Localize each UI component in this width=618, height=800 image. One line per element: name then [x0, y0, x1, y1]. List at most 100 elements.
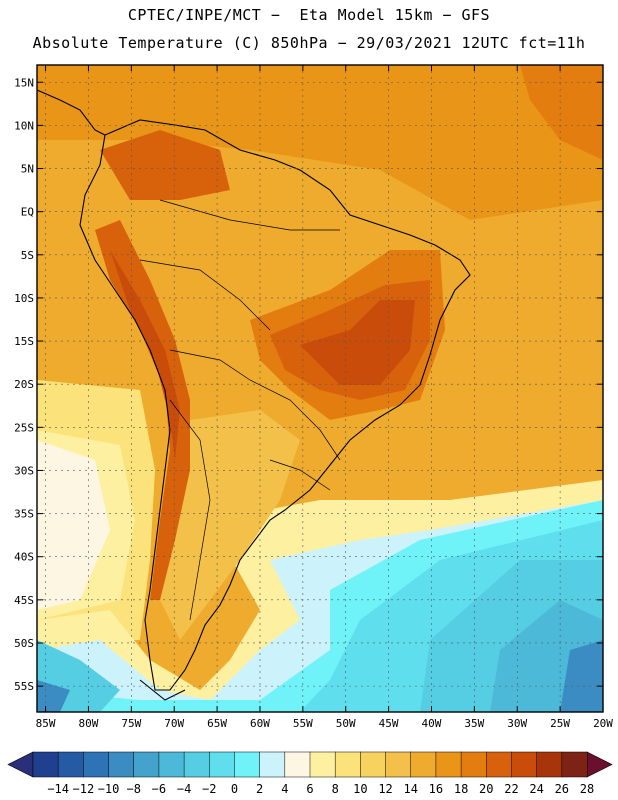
lon-label: 75W	[121, 717, 141, 730]
lat-label: 35S	[14, 508, 34, 521]
field-ne-warm	[520, 65, 603, 160]
lon-label: 85W	[36, 717, 56, 730]
colorbar-label: 2	[256, 782, 263, 796]
lon-label: 80W	[79, 717, 99, 730]
lon-label: 30W	[507, 717, 527, 730]
lon-label: 55W	[293, 717, 313, 730]
lat-label: 40S	[14, 551, 34, 564]
lon-label: 65W	[207, 717, 227, 730]
colorbar-label: 16	[429, 782, 443, 796]
coastline-layer	[37, 89, 471, 701]
colorbar-swatch	[234, 751, 261, 778]
field-layer	[37, 65, 603, 712]
lat-label: 10S	[14, 292, 34, 305]
colorbar-swatch	[183, 751, 210, 778]
colorbar-label: 20	[479, 782, 493, 796]
central-america-coastline	[37, 89, 106, 136]
lat-label: 20S	[14, 378, 34, 391]
lat-label: 10N	[14, 119, 34, 132]
colorbar-swatch	[209, 751, 236, 778]
colorbar-over-arrow	[586, 751, 613, 778]
colorbar-swatch	[284, 751, 311, 778]
lon-label: 35W	[464, 717, 484, 730]
lat-label: 30S	[14, 464, 34, 477]
colorbar-swatch	[385, 751, 412, 778]
lon-label: 40W	[422, 717, 442, 730]
field-brazil-hotter	[300, 300, 415, 385]
lat-label: 45S	[14, 594, 34, 607]
colorbar-label: −6	[152, 782, 166, 796]
colorbar-label: −2	[202, 782, 216, 796]
field-sw-blue2	[37, 680, 70, 712]
lat-label: 5N	[21, 163, 34, 176]
lat-label: 15N	[14, 76, 34, 89]
south-america-coastline	[79, 119, 471, 691]
border-layer	[139, 199, 341, 621]
border-peru-brazil	[139, 259, 271, 331]
field-andes-core	[110, 250, 180, 460]
colorbar-label: −10	[98, 782, 120, 796]
colorbar-swatch	[486, 751, 513, 778]
colorbar-label: 22	[504, 782, 518, 796]
lon-label: 70W	[164, 717, 184, 730]
field-s-blue3	[560, 640, 603, 712]
colorbar-swatch	[57, 751, 84, 778]
colorbar-swatch	[410, 751, 437, 778]
lat-label: 55S	[14, 680, 34, 693]
colorbar-label: 8	[332, 782, 339, 796]
chart-title-line2: Absolute Temperature (C) 850hPa − 29/03/…	[32, 34, 586, 52]
colorbar-label: 4	[281, 782, 288, 796]
field-argentina	[160, 410, 300, 640]
colorbar-label: 24	[529, 782, 543, 796]
colorbar-label: 0	[231, 782, 238, 796]
lon-label: 45W	[379, 717, 399, 730]
colorbar-label: 10	[353, 782, 367, 796]
colorbar-swatch	[83, 751, 110, 778]
lat-label: 5S	[21, 249, 34, 262]
lat-label: EQ	[21, 206, 34, 219]
field-sw-pale	[37, 440, 110, 610]
tierra-del-fuego-coastline	[139, 679, 186, 701]
field-north-land	[100, 130, 230, 200]
colorbar-under-arrow	[7, 751, 34, 778]
lon-label: 50W	[336, 717, 356, 730]
lat-label: 25S	[14, 421, 34, 434]
colorbar-swatch	[360, 751, 387, 778]
plot-frame	[36, 64, 604, 713]
colorbar-swatch	[460, 751, 487, 778]
colorbar-label: −8	[127, 782, 141, 796]
colorbar-swatch	[133, 751, 160, 778]
colorbar-label: −4	[177, 782, 191, 796]
lon-label: 25W	[550, 717, 570, 730]
lon-label: 60W	[250, 717, 270, 730]
axis-ticks: 15N 10N 5N EQ 5S 10S 15S 20S 25S 30S 35S 40S 45S 50S 5…	[14, 65, 613, 730]
chart-title-line1: CPTEC/INPE/MCT − Eta Model 15km − GFS	[127, 6, 491, 24]
lon-label: 20W	[593, 717, 613, 730]
colorbar-label: 26	[555, 782, 569, 796]
colorbar: −14 −12 −10 −8 −6 −4 −2 0 2 4 6 8 10 12 14 16 18 20 22 24 26…	[7, 751, 613, 796]
colorbar-swatch	[108, 751, 135, 778]
field-north-ocean	[37, 65, 603, 220]
colorbar-label: −12	[73, 782, 95, 796]
lat-label: 15S	[14, 335, 34, 348]
colorbar-swatch	[32, 751, 59, 778]
colorbar-swatch	[511, 751, 538, 778]
colorbar-swatch	[435, 751, 462, 778]
colorbar-swatch	[309, 751, 336, 778]
colorbar-label: 18	[454, 782, 468, 796]
colorbar-swatch	[536, 751, 563, 778]
lat-label: 50S	[14, 637, 34, 650]
border-chile-argentina	[169, 399, 211, 621]
colorbar-swatch	[158, 751, 185, 778]
border-north	[159, 199, 340, 231]
colorbar-swatch	[259, 751, 286, 778]
colorbar-label: −14	[47, 782, 69, 796]
field-andes	[95, 220, 190, 600]
gridlines	[37, 65, 604, 712]
colorbar-swatch	[561, 751, 588, 778]
colorbar-label: 14	[404, 782, 418, 796]
border-bolivia-paraguay	[169, 349, 341, 461]
colorbar-label: 12	[378, 782, 392, 796]
colorbar-label: 6	[306, 782, 313, 796]
